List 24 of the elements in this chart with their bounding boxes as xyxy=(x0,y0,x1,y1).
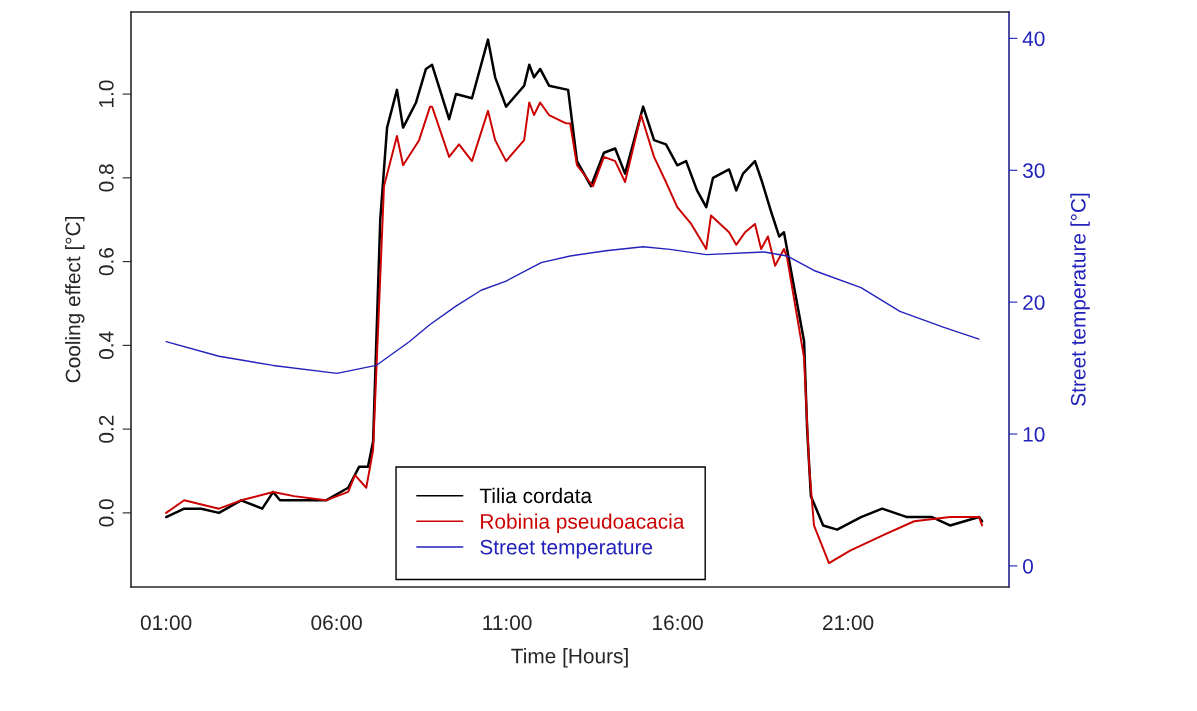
y2-tick-label: 40 xyxy=(1022,31,1045,47)
line-series xyxy=(165,246,980,375)
y-axis-title: Cooling effect [°C] xyxy=(65,217,85,383)
y2-tick-label: 30 xyxy=(1022,163,1045,179)
y2-tick-label: 0 xyxy=(1023,558,1033,574)
y-tick-label: 0.2 xyxy=(98,415,114,443)
y-tick-label: 0.8 xyxy=(98,164,114,192)
legend-label: Robinia pseudoacacia xyxy=(481,513,685,533)
legend-label: Tilia cordata xyxy=(479,487,593,504)
y-tick-label: 0.0 xyxy=(98,499,114,527)
x-tick-label: 11:00 xyxy=(483,615,532,631)
legend-label: Street temperature xyxy=(480,539,653,559)
x-axis-title: Time [Hours] xyxy=(511,648,628,668)
y2-tick-label: 10 xyxy=(1023,427,1045,442)
x-tick-label: 21:00 xyxy=(823,615,874,631)
y-tick-label: 1.0 xyxy=(98,80,114,107)
y2-tick-label: 20 xyxy=(1023,295,1045,310)
y2-axis-title: Street temperature [°C] xyxy=(1070,193,1090,406)
line-series xyxy=(165,101,984,565)
y-tick-label: 0.4 xyxy=(98,331,114,360)
x-tick-label: 01:00 xyxy=(140,615,192,631)
x-tick-label: 16:00 xyxy=(653,615,703,631)
y-tick-label: 0.6 xyxy=(98,248,114,276)
x-tick-label: 06:00 xyxy=(311,615,362,631)
